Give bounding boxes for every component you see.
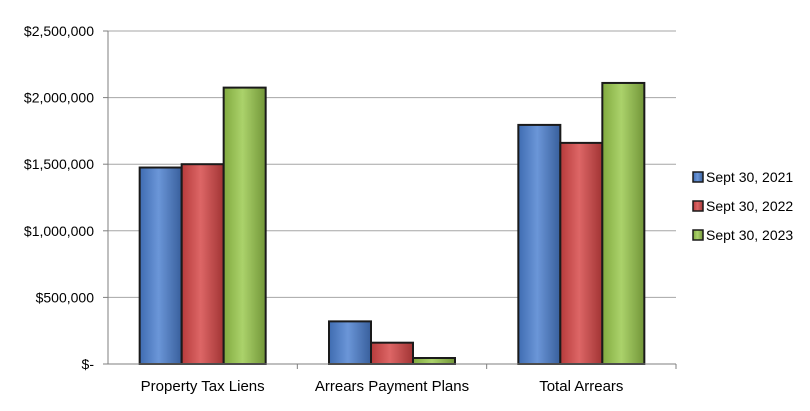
y-tick-label: $- — [82, 356, 95, 372]
legend-label: Sept 30, 2023 — [706, 227, 793, 243]
bar — [517, 123, 562, 365]
legend-label: Sept 30, 2022 — [706, 198, 793, 214]
bar — [328, 320, 372, 366]
bar — [222, 86, 267, 366]
legend-swatch — [692, 229, 704, 241]
bar — [180, 163, 225, 365]
bar — [412, 357, 456, 366]
bar — [601, 81, 646, 365]
bar — [559, 141, 604, 365]
legend-swatch — [692, 200, 704, 212]
x-tick-label: Arrears Payment Plans — [315, 378, 469, 395]
y-tick-label: $500,000 — [36, 289, 95, 305]
bar — [370, 341, 414, 365]
x-tick-label: Total Arrears — [539, 378, 623, 395]
y-tick-label: $2,000,000 — [24, 90, 94, 106]
y-tick-label: $1,000,000 — [24, 223, 94, 239]
legend-label: Sept 30, 2021 — [706, 169, 793, 185]
x-tick-label: Property Tax Liens — [141, 378, 265, 395]
y-tick-label: $2,500,000 — [24, 23, 94, 39]
legend-swatch — [692, 171, 704, 183]
bar — [138, 166, 183, 365]
y-tick-label: $1,500,000 — [24, 156, 94, 172]
